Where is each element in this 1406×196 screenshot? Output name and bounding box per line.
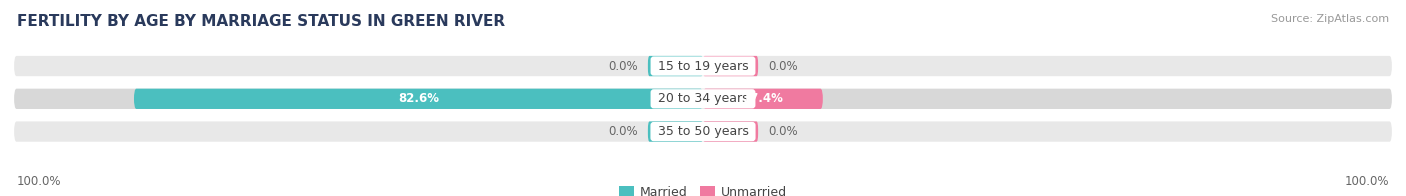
- Text: 17.4%: 17.4%: [742, 92, 783, 105]
- FancyBboxPatch shape: [14, 56, 1392, 76]
- Text: 82.6%: 82.6%: [398, 92, 439, 105]
- Text: 100.0%: 100.0%: [17, 175, 62, 188]
- Text: 0.0%: 0.0%: [769, 60, 799, 73]
- FancyBboxPatch shape: [648, 122, 703, 142]
- FancyBboxPatch shape: [703, 89, 823, 109]
- Text: Source: ZipAtlas.com: Source: ZipAtlas.com: [1271, 14, 1389, 24]
- Text: 35 to 50 years: 35 to 50 years: [654, 125, 752, 138]
- Text: FERTILITY BY AGE BY MARRIAGE STATUS IN GREEN RIVER: FERTILITY BY AGE BY MARRIAGE STATUS IN G…: [17, 14, 505, 29]
- Text: 100.0%: 100.0%: [1344, 175, 1389, 188]
- FancyBboxPatch shape: [14, 122, 1392, 142]
- FancyBboxPatch shape: [703, 56, 758, 76]
- FancyBboxPatch shape: [14, 89, 1392, 109]
- FancyBboxPatch shape: [134, 89, 703, 109]
- Text: 0.0%: 0.0%: [607, 60, 637, 73]
- FancyBboxPatch shape: [703, 122, 758, 142]
- FancyBboxPatch shape: [648, 56, 703, 76]
- Text: 0.0%: 0.0%: [607, 125, 637, 138]
- Text: 15 to 19 years: 15 to 19 years: [654, 60, 752, 73]
- Legend: Married, Unmarried: Married, Unmarried: [613, 181, 793, 196]
- Text: 0.0%: 0.0%: [769, 125, 799, 138]
- Text: 20 to 34 years: 20 to 34 years: [654, 92, 752, 105]
